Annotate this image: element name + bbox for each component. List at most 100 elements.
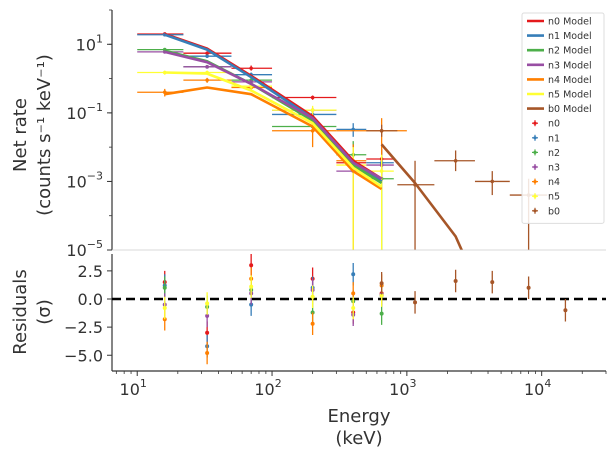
legend-marker-dot-n1 <box>533 136 537 140</box>
data-point-n2 <box>272 123 337 131</box>
legend-label-n2: n2 <box>548 148 560 159</box>
marker-b0 <box>453 158 458 163</box>
y-tick-exponent: 1 <box>96 32 103 45</box>
data-point-n4 <box>336 118 407 158</box>
legend-label-n0-model: n0 Model <box>548 17 592 28</box>
y-tick-label: 10−3 <box>66 169 103 191</box>
legend: n0 Model n1 Model n2 Model n3 Model n4 Model… <box>521 12 605 224</box>
residual-marker-n0 <box>249 263 254 268</box>
residual-marker-n5 <box>162 306 167 310</box>
residual-point-n1 <box>351 263 356 286</box>
x-tick-exponent: 4 <box>544 377 551 390</box>
residual-marker-n1 <box>351 272 356 277</box>
legend-label-n4: n4 <box>548 177 560 188</box>
residual-marker-n2 <box>162 285 167 290</box>
x-tick-label: 103 <box>389 377 416 399</box>
residual-point-n5 <box>162 296 167 320</box>
x-tick-exponent: 1 <box>140 377 147 390</box>
residual-point-b0 <box>453 269 458 293</box>
model-curve-n4-model <box>164 86 383 191</box>
residual-point-n5 <box>351 296 356 320</box>
residual-marker-b0 <box>453 279 458 283</box>
residual-point-n5 <box>310 285 315 308</box>
residual-marker-n0 <box>205 330 210 335</box>
residuals-ylabel-line1: Residuals <box>10 269 31 354</box>
net-rate-ylabel-line1: Net rate <box>10 98 31 172</box>
residual-marker-b0 <box>379 281 384 286</box>
residuals-data-layer <box>162 254 568 365</box>
model-curve-b0-model <box>380 143 464 250</box>
residual-marker-n4 <box>351 291 356 296</box>
residual-point-b0 <box>379 272 384 295</box>
residual-marker-b0 <box>413 300 418 305</box>
legend-label-n4-model: n4 Model <box>548 75 592 86</box>
residual-marker-n5 <box>351 306 356 310</box>
residual-point-n4 <box>205 341 210 365</box>
data-point-b0 <box>397 160 435 250</box>
y-tick-exponent: −1 <box>87 101 103 114</box>
marker-n0 <box>310 95 315 100</box>
legend-label-n3-model: n3 Model <box>548 60 592 71</box>
legend-marker-dot-n4 <box>533 180 537 184</box>
y-tick-label: 10−1 <box>66 101 103 123</box>
model-curve-n5-model <box>164 71 383 188</box>
x-axis-unit-label: (keV) <box>335 428 382 449</box>
residual-point-n5 <box>205 292 210 315</box>
marker-n5 <box>310 108 315 112</box>
data-point-n1 <box>336 123 367 137</box>
residuals-ylabel-line2: (σ) <box>34 299 55 324</box>
legend-marker-dot-n3 <box>533 165 537 169</box>
marker-n0 <box>249 66 253 71</box>
residual-point-b0 <box>526 276 531 299</box>
residual-marker-n4 <box>205 351 210 355</box>
residual-point-b0 <box>490 270 495 294</box>
residual-point-b0 <box>563 299 568 322</box>
marker-n3 <box>205 65 209 69</box>
legend-marker-dot-n5 <box>533 194 537 198</box>
x-axis-label: Energy <box>327 406 390 427</box>
data-point-n0 <box>183 51 232 55</box>
legend-label-b0: b0 <box>548 206 560 217</box>
residual-marker-b0 <box>563 308 568 313</box>
net-rate-ylabel-line2: (counts s⁻¹ keV⁻¹) <box>34 54 55 216</box>
residual-marker-b0 <box>490 280 495 285</box>
legend-label-n5: n5 <box>548 192 560 203</box>
marker-n4 <box>205 78 209 82</box>
marker-b0 <box>490 179 495 184</box>
data-point-n3 <box>183 65 232 69</box>
marker-n1 <box>205 54 209 58</box>
marker-n0 <box>205 51 209 55</box>
residual-marker-n5 <box>249 284 254 289</box>
legend-marker-dot-n2 <box>533 150 537 154</box>
x-tick-label: 102 <box>254 377 281 399</box>
residual-marker-b0 <box>526 285 531 290</box>
data-point-b0 <box>366 124 398 137</box>
y-tick-label: 101 <box>76 32 103 54</box>
legend-marker-dot-b0 <box>533 209 537 213</box>
legend-label-b0-model: b0 Model <box>548 104 592 115</box>
residual-marker-n5 <box>310 294 315 299</box>
residual-y-tick-label: −2.5 <box>64 318 103 337</box>
residual-y-tick-label: 0.0 <box>78 290 103 309</box>
legend-label-n5-model: n5 Model <box>548 90 592 101</box>
marker-b0 <box>379 128 384 133</box>
model-curve-n3-model <box>164 50 383 180</box>
residual-marker-n4 <box>310 321 315 326</box>
x-tick-exponent: 2 <box>275 377 282 390</box>
legend-label-n1: n1 <box>548 133 560 144</box>
residual-point-n5 <box>249 275 254 298</box>
data-point-n2 <box>137 47 184 52</box>
legend-label-n0: n0 <box>548 119 560 130</box>
residual-marker-n5 <box>205 301 210 306</box>
net-rate-model-layer <box>164 32 464 250</box>
residual-y-tick-label: 2.5 <box>78 262 103 281</box>
legend-label-n2-model: n2 Model <box>548 46 592 57</box>
marker-n4 <box>310 128 315 133</box>
legend-label-n1-model: n1 Model <box>548 31 592 42</box>
x-tick-label: 101 <box>120 377 147 399</box>
residual-point-b0 <box>413 291 418 314</box>
residuals-panel: 2.5 0.0 −2.5 −5.0 101 102 103 104 <box>64 254 607 399</box>
y-tick-exponent: −3 <box>87 169 103 182</box>
data-point-b0 <box>474 171 510 196</box>
